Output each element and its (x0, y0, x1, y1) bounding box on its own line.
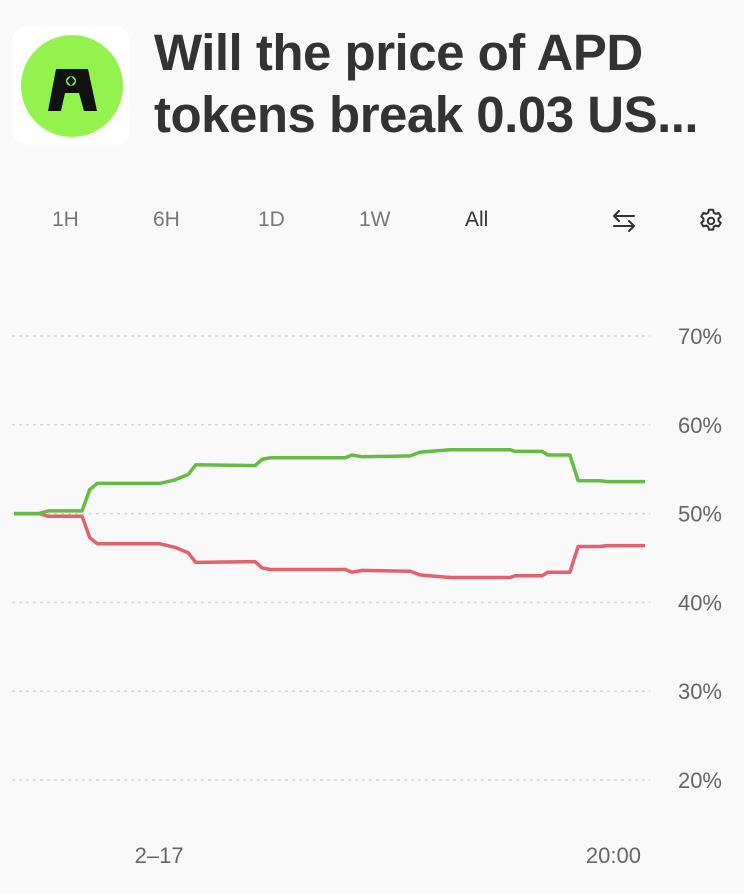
timeframe-tabs: 1H 6H 1D 1W All (0, 208, 744, 242)
y-tick-label: 70% (678, 324, 722, 349)
series-line-no (14, 511, 645, 580)
x-tick-label: 2–17 (135, 843, 184, 868)
y-tick-label: 60% (678, 413, 722, 438)
x-tick-label: 20:00 (586, 843, 641, 868)
tab-1h[interactable]: 1H (52, 208, 79, 231)
logo-circle (21, 35, 123, 137)
market-logo (12, 27, 130, 145)
price-chart: 70% 60% 50% 40% 30% 20% 2–17 20:00 (12, 324, 722, 868)
y-tick-label: 40% (678, 590, 722, 615)
tab-6h[interactable]: 6H (153, 208, 180, 231)
swap-arrows-icon[interactable] (609, 206, 639, 236)
tab-all[interactable]: All (465, 208, 489, 231)
series-line-yes (14, 447, 645, 516)
tab-1w[interactable]: 1W (359, 208, 391, 231)
y-tick-label: 30% (678, 679, 722, 704)
gear-icon[interactable] (696, 206, 726, 236)
market-title: Will the price of APD tokens break 0.03 … (154, 24, 699, 143)
y-tick-label: 50% (678, 502, 722, 527)
tab-1d[interactable]: 1D (258, 208, 285, 231)
y-tick-label: 20% (678, 768, 722, 793)
apd-logo-icon (48, 69, 97, 111)
